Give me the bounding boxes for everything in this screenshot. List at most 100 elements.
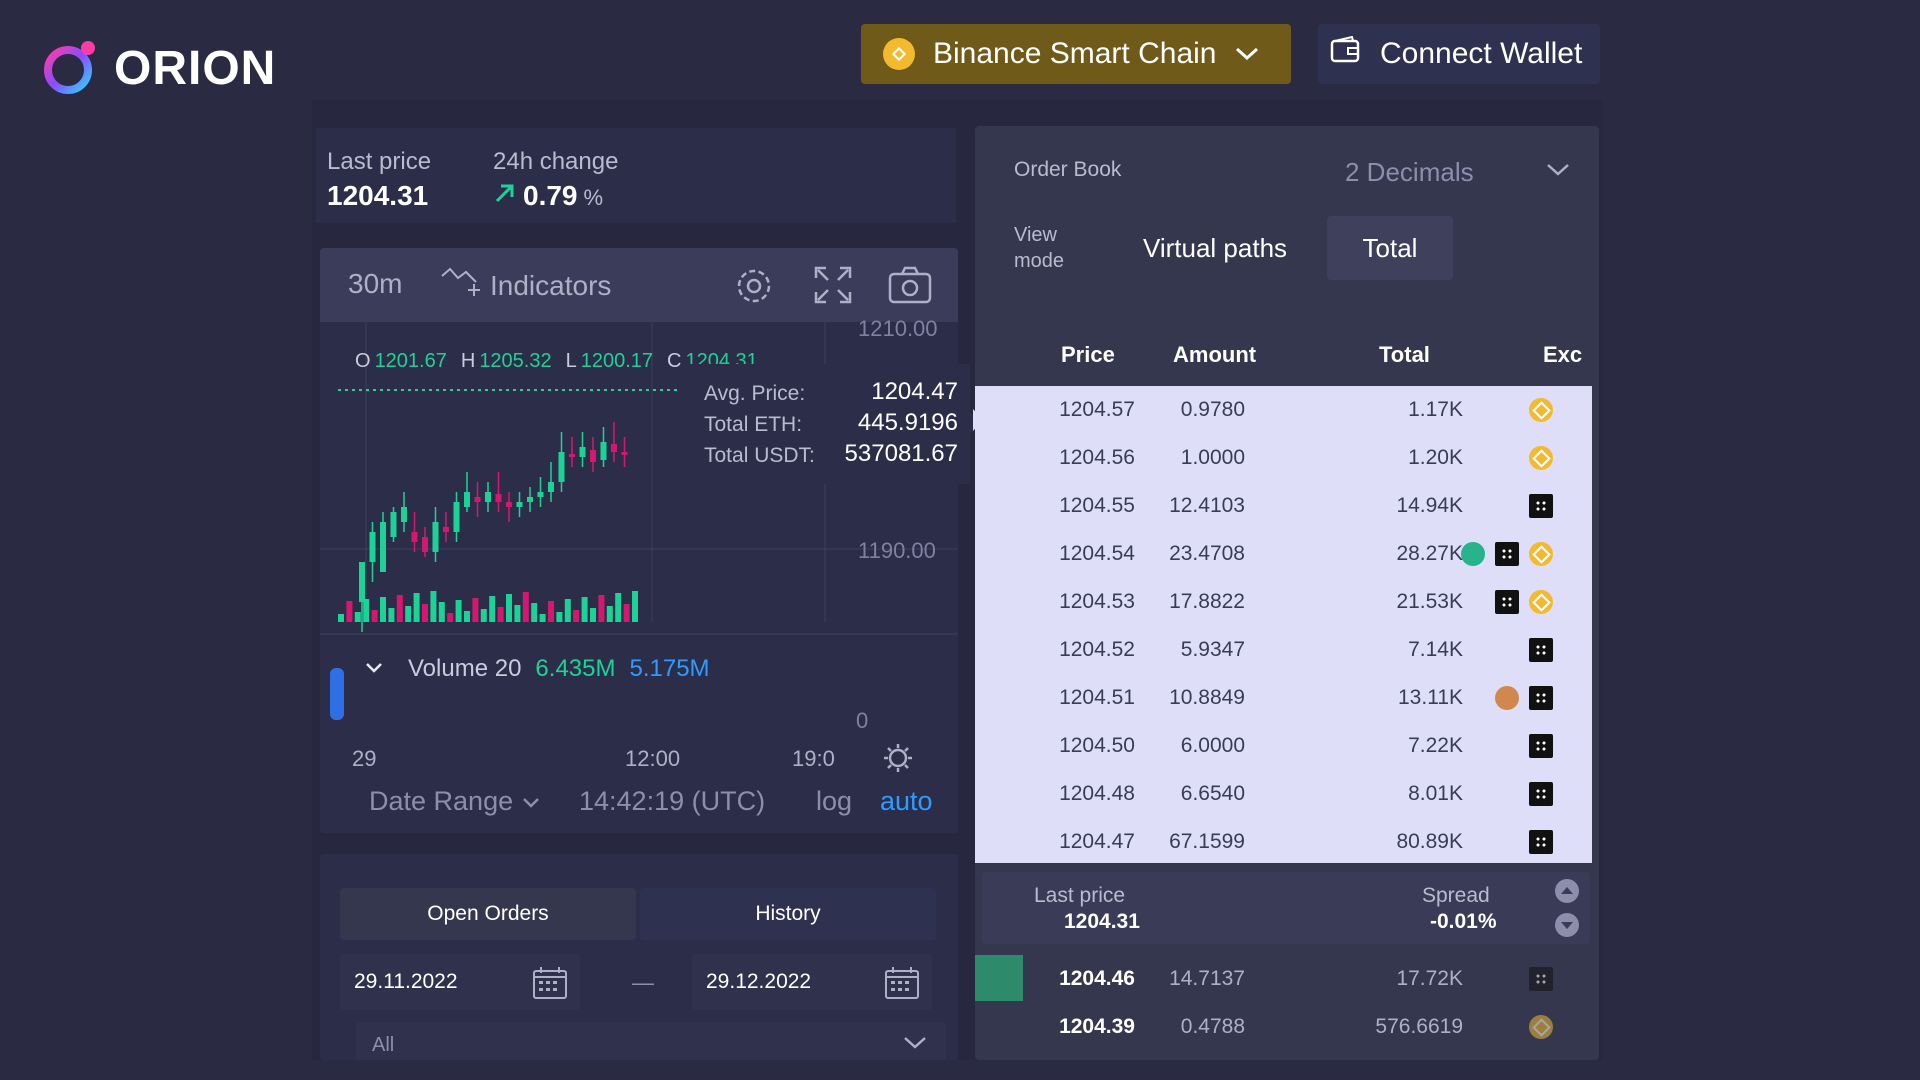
order-price: 1204.56 — [1059, 446, 1135, 469]
bnb-icon — [1529, 590, 1553, 614]
volume-bar — [623, 604, 630, 622]
camera-icon[interactable] — [888, 266, 932, 309]
order-total: 8.01K — [1408, 782, 1463, 805]
calendar-icon[interactable] — [884, 966, 920, 1005]
price-tick: 1190.00 — [858, 538, 936, 563]
volume-bar — [556, 612, 563, 622]
candle-body — [600, 442, 607, 460]
time-tick: 19:0 — [792, 746, 835, 771]
ohlc-c-label: C — [667, 350, 682, 372]
view-mode-total-label: Total — [1362, 232, 1418, 263]
last-price-block: Last price 1204.31 — [327, 148, 431, 212]
decimals-dropdown[interactable]: 2 Decimals — [1345, 152, 1571, 192]
tab-history-label: History — [755, 902, 821, 925]
connect-wallet-label: Connect Wallet — [1380, 37, 1583, 70]
order-amount: 0.9780 — [1180, 398, 1245, 421]
kucoin-icon — [1461, 542, 1485, 566]
filter-value: All — [372, 1034, 395, 1056]
volume-bar — [590, 608, 596, 622]
view-mode-virtual-paths[interactable]: Virtual paths — [1125, 216, 1305, 280]
order-book-row[interactable]: 1204.52 5.9347 7.14K — [975, 626, 1592, 674]
price-chart[interactable] — [320, 322, 958, 742]
order-book-row[interactable]: 1204.50 6.0000 7.22K — [975, 722, 1592, 770]
volume-bar — [430, 591, 437, 622]
view-mode-virtual-label: Virtual paths — [1142, 232, 1288, 263]
order-price: 1204.57 — [1059, 398, 1135, 421]
decimals-value: 2 Decimals — [1345, 156, 1474, 187]
order-total: 21.53K — [1396, 590, 1463, 613]
volume-bar — [388, 608, 395, 622]
order-book-row[interactable]: 1204.56 1.0000 1.20K — [975, 434, 1592, 482]
date-range-dropdown[interactable]: Date Range — [369, 786, 541, 817]
volume-bar — [438, 602, 445, 622]
order-book-row[interactable]: 1204.47 67.1599 80.89K — [975, 818, 1592, 866]
candle-body — [474, 497, 481, 502]
total-usdt-label: Total USDT: — [704, 444, 815, 467]
order-book-row[interactable]: 1204.39 0.4788 576.6619 — [975, 1003, 1592, 1051]
bnb-icon — [1529, 446, 1553, 470]
order-book-row[interactable]: 1204.55 12.4103 14.94K — [975, 482, 1592, 530]
volume-up-value: 6.435M — [535, 655, 616, 682]
tab-open-orders-label: Open Orders — [427, 902, 549, 925]
wallet-icon — [1330, 35, 1362, 72]
settings-sun-icon[interactable] — [882, 742, 914, 779]
scroll-down-icon[interactable] — [1554, 912, 1580, 943]
total-eth-label: Total ETH: — [704, 413, 803, 436]
volume-bar — [531, 603, 538, 622]
candle-body — [432, 522, 439, 552]
view-mode-total[interactable]: Total — [1327, 216, 1453, 280]
fullscreen-icon[interactable] — [814, 266, 852, 309]
network-selector-button[interactable]: Binance Smart Chain — [861, 24, 1291, 84]
arrow-up-right-icon — [493, 180, 517, 212]
logo[interactable]: ORION — [40, 38, 276, 98]
order-book-row[interactable]: 1204.46 14.7137 17.72K — [975, 955, 1592, 1003]
order-amount: 5.9347 — [1180, 638, 1245, 661]
time-tick: 29 — [352, 746, 377, 771]
connect-wallet-button[interactable]: Connect Wallet — [1318, 24, 1600, 84]
order-book-row[interactable]: 1204.48 6.6540 8.01K — [975, 770, 1592, 818]
order-total: 28.27K — [1396, 542, 1463, 565]
volume-bar — [548, 601, 554, 622]
last-price-label: Last price — [327, 148, 432, 175]
order-total: 7.14K — [1408, 638, 1463, 661]
volume-bar — [447, 613, 454, 622]
collapse-handle[interactable] — [330, 668, 344, 720]
candle-body — [422, 537, 428, 552]
order-total: 7.22K — [1408, 734, 1463, 757]
change-label: 24h change — [493, 148, 619, 175]
bid-depth-bar — [975, 955, 1023, 1001]
col-total: Total — [1379, 342, 1430, 367]
chevron-down-icon[interactable] — [362, 655, 386, 684]
auto-scale-toggle[interactable]: auto — [880, 786, 933, 816]
log-scale-toggle[interactable]: log — [816, 786, 853, 816]
interval-selector[interactable]: 30m — [348, 268, 403, 299]
filter-dropdown[interactable]: All — [356, 1022, 946, 1060]
indicators-button[interactable]: Indicators — [440, 264, 611, 307]
volume-down-value: 5.175M — [629, 655, 710, 682]
volume-bar — [464, 611, 470, 622]
date-to-field[interactable]: 29.12.2022 — [692, 954, 932, 1010]
order-book-row[interactable]: 1204.54 23.4708 28.27K — [975, 530, 1592, 578]
scroll-up-icon[interactable] — [1554, 878, 1580, 909]
volume-bar — [371, 610, 378, 622]
candle-body — [443, 527, 449, 532]
candle-body — [569, 454, 575, 457]
asks-list: 1204.57 0.9780 1.17K 1204.56 1.0000 1.20K 1204… — [975, 386, 1592, 863]
chevron-down-icon — [1234, 37, 1260, 71]
tab-history[interactable]: History — [640, 888, 936, 940]
order-book-row[interactable]: 1204.57 0.9780 1.17K — [975, 386, 1592, 434]
date-from-field[interactable]: 29.11.2022 — [340, 954, 580, 1010]
total-usdt-value: 537081.67 — [844, 440, 958, 467]
orders-panel: Open Orders History 29.11.2022 — 29.12.2… — [320, 854, 958, 1060]
tab-open-orders[interactable]: Open Orders — [340, 888, 636, 940]
gear-icon[interactable] — [734, 266, 774, 311]
candlesticks — [359, 422, 628, 632]
spread-label: Spread — [1422, 884, 1490, 907]
dex-icon — [1529, 638, 1553, 662]
order-book-row[interactable]: 1204.53 17.8822 21.53K — [975, 578, 1592, 626]
order-book-row[interactable]: 1204.51 10.8849 13.11K — [975, 674, 1592, 722]
avg-price-value: 1204.47 — [871, 378, 958, 405]
candle-body — [369, 532, 376, 562]
calendar-icon[interactable] — [532, 966, 568, 1005]
candle-body — [380, 522, 386, 572]
